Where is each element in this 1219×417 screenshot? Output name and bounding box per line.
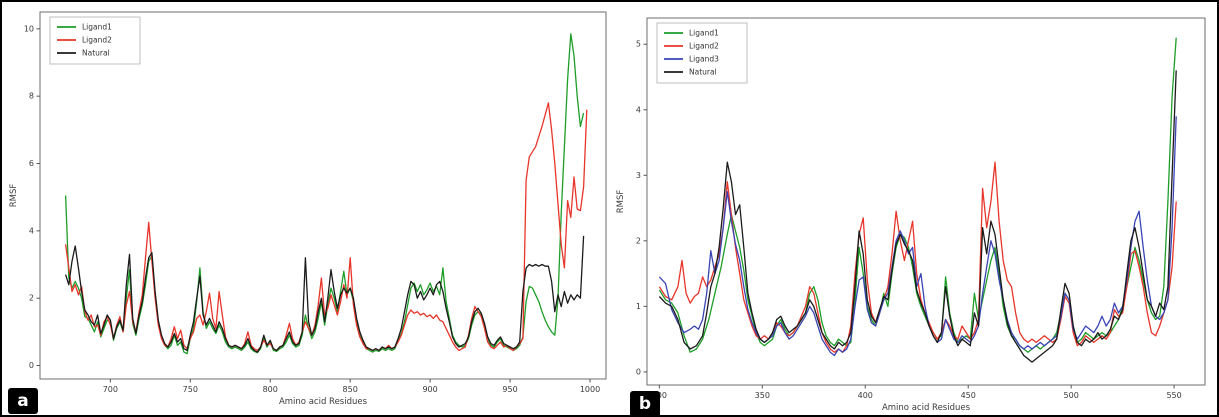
y-tick-label: 0 [636,367,641,376]
x-tick-label: 900 [422,385,437,394]
panel-b-series-Natural [658,70,1177,363]
y-tick-label: 6 [29,159,34,168]
x-tick-label: 400 [858,391,873,400]
y-tick-label: 8 [29,92,34,101]
panel-a-xlabel: Amino acid Residues [279,397,368,407]
panel-b: 300350400450500550012345Amino acid Resid… [616,17,1206,413]
legend-label-Ligand2: Ligand2 [689,42,719,51]
x-tick-label: 750 [183,385,198,394]
legend-label-Natural: Natural [689,68,717,77]
x-tick-label: 800 [263,385,278,394]
y-tick-label: 5 [636,40,641,49]
panel-a-plot-box [39,11,607,380]
y-tick-label: 2 [29,294,34,303]
y-tick-label: 4 [29,226,34,235]
y-tick-label: 1 [636,302,641,311]
x-tick-label: 450 [961,391,976,400]
x-tick-label: 1000 [580,385,600,394]
panel-a-series-Ligand1 [64,33,585,355]
y-tick-label: 4 [636,105,641,114]
x-tick-label: 700 [103,385,118,394]
y-tick-label: 3 [636,171,641,180]
panel-label-a: a [8,388,38,414]
panel-b-series-Ligand1 [658,37,1177,353]
panel-b-plot-box [646,17,1206,386]
x-tick-label: 350 [755,391,770,400]
panel-b-series-Ligand2 [658,161,1177,353]
legend-label-Ligand3: Ligand3 [689,55,719,64]
y-tick-label: 2 [636,236,641,245]
x-tick-label: 500 [1064,391,1079,400]
legend-label-Ligand1: Ligand1 [689,29,719,38]
x-tick-label: 950 [502,385,517,394]
legend-label-Natural: Natural [82,49,110,58]
legend-label-Ligand1: Ligand1 [82,23,112,32]
y-tick-label: 10 [24,24,34,33]
panel-b-ylabel: RMSF [616,190,626,214]
panel-a: 700 750 800 850 900 950 1000 0 2 4 6 8 10 Amino acid … [9,11,607,407]
panel-b-xlabel: Amino acid Residues [882,403,971,413]
y-tick-label: 0 [29,361,34,370]
x-tick-label: 850 [343,385,358,394]
panel-b-series-Ligand3 [658,116,1177,357]
panel-a-ylabel: RMSF [9,184,19,208]
panel-a-series-Natural [64,235,585,353]
x-tick-label: 550 [1166,391,1181,400]
panel-label-b: b [630,391,660,415]
legend-label-Ligand2: Ligand2 [82,36,112,45]
